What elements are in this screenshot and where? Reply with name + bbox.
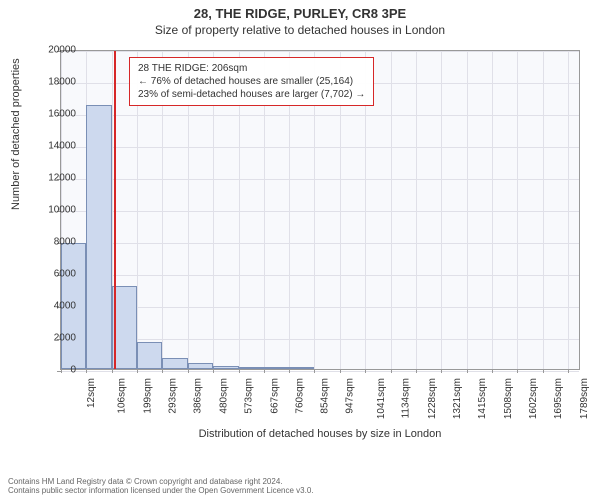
x-tick-label: 106sqm [117,378,128,414]
x-tick-label: 386sqm [193,378,204,414]
y-tick-label: 16000 [36,109,76,120]
y-tick-label: 10000 [36,205,76,216]
chart-container: 28 THE RIDGE: 206sqm← 76% of detached ho… [60,50,580,420]
histogram-bar [239,367,264,369]
gridline-horizontal [61,243,579,244]
annotation-line: ← 76% of detached houses are smaller (25… [138,75,365,88]
x-tick-label: 947sqm [345,378,356,414]
x-tick-label: 12sqm [86,378,97,408]
gridline-vertical [441,51,442,369]
gridline-horizontal [61,51,579,52]
y-tick-label: 18000 [36,77,76,88]
histogram-bar [86,105,111,369]
y-tick-label: 20000 [36,45,76,56]
gridline-horizontal [61,115,579,116]
marker-line [114,51,116,369]
x-tick-label: 293sqm [168,378,179,414]
gridline-vertical [391,51,392,369]
plot-area: 28 THE RIDGE: 206sqm← 76% of detached ho… [60,50,580,370]
histogram-bar [213,366,238,369]
gridline-horizontal [61,211,579,212]
annotation-box: 28 THE RIDGE: 206sqm← 76% of detached ho… [129,57,374,106]
gridline-vertical [568,51,569,369]
y-tick-label: 6000 [36,269,76,280]
x-tick-label: 1508sqm [503,378,514,419]
gridline-horizontal [61,371,579,372]
x-tick-label: 1695sqm [553,378,564,419]
x-tick-label: 573sqm [244,378,255,414]
histogram-bar [289,367,314,369]
y-tick-label: 8000 [36,237,76,248]
x-tick-label: 1134sqm [401,378,412,418]
x-tick-label: 1602sqm [528,378,539,419]
gridline-vertical [416,51,417,369]
x-tick-label: 1228sqm [427,378,438,419]
gridline-horizontal [61,339,579,340]
footer-line: Contains HM Land Registry data © Crown c… [8,477,592,487]
x-tick-label: 1041sqm [376,378,387,419]
x-axis-label: Distribution of detached houses by size … [60,428,580,440]
footer-attribution: Contains HM Land Registry data © Crown c… [8,477,592,496]
page-title: 28, THE RIDGE, PURLEY, CR8 3PE [0,0,600,21]
gridline-horizontal [61,307,579,308]
y-tick-label: 12000 [36,173,76,184]
footer-line: Contains public sector information licen… [8,486,592,496]
histogram-bar [264,367,289,369]
y-tick-label: 4000 [36,301,76,312]
y-tick-label: 0 [36,365,76,376]
gridline-vertical [492,51,493,369]
histogram-bar [162,358,187,369]
page-subtitle: Size of property relative to detached ho… [0,21,600,41]
x-tick-label: 1321sqm [452,378,463,419]
gridline-vertical [543,51,544,369]
y-tick-label: 14000 [36,141,76,152]
x-tick-label: 1415sqm [478,378,489,419]
x-tick-label: 760sqm [294,378,305,414]
x-tick-label: 480sqm [218,378,229,414]
gridline-horizontal [61,147,579,148]
annotation-line: 28 THE RIDGE: 206sqm [138,62,365,75]
gridline-horizontal [61,179,579,180]
gridline-vertical [467,51,468,369]
x-tick-label: 199sqm [142,378,153,414]
y-axis-label: Number of detached properties [10,58,22,210]
histogram-bar [137,342,162,369]
gridline-horizontal [61,275,579,276]
gridline-vertical [517,51,518,369]
y-tick-label: 2000 [36,333,76,344]
x-tick-label: 1789sqm [579,378,590,419]
x-tick-label: 667sqm [269,378,280,414]
x-tick-label: 854sqm [320,378,331,414]
histogram-bar [188,363,213,369]
annotation-line: 23% of semi-detached houses are larger (… [138,88,365,101]
